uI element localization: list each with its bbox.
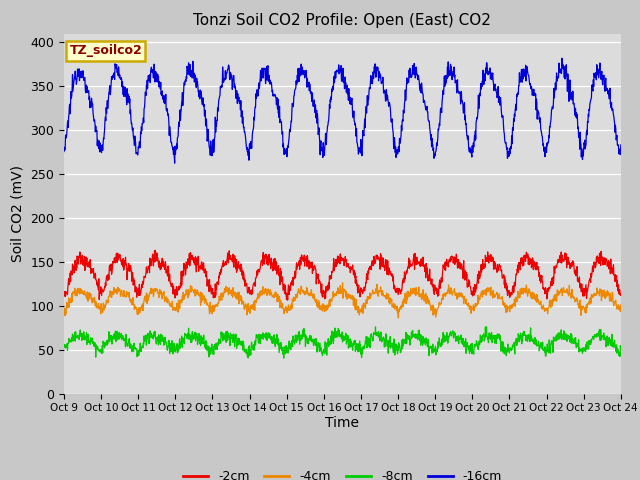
Title: Tonzi Soil CO2 Profile: Open (East) CO2: Tonzi Soil CO2 Profile: Open (East) CO2 [193, 13, 492, 28]
X-axis label: Time: Time [325, 416, 360, 430]
Text: TZ_soilco2: TZ_soilco2 [70, 44, 142, 58]
Y-axis label: Soil CO2 (mV): Soil CO2 (mV) [11, 165, 25, 262]
Legend: -2cm, -4cm, -8cm, -16cm: -2cm, -4cm, -8cm, -16cm [178, 465, 507, 480]
